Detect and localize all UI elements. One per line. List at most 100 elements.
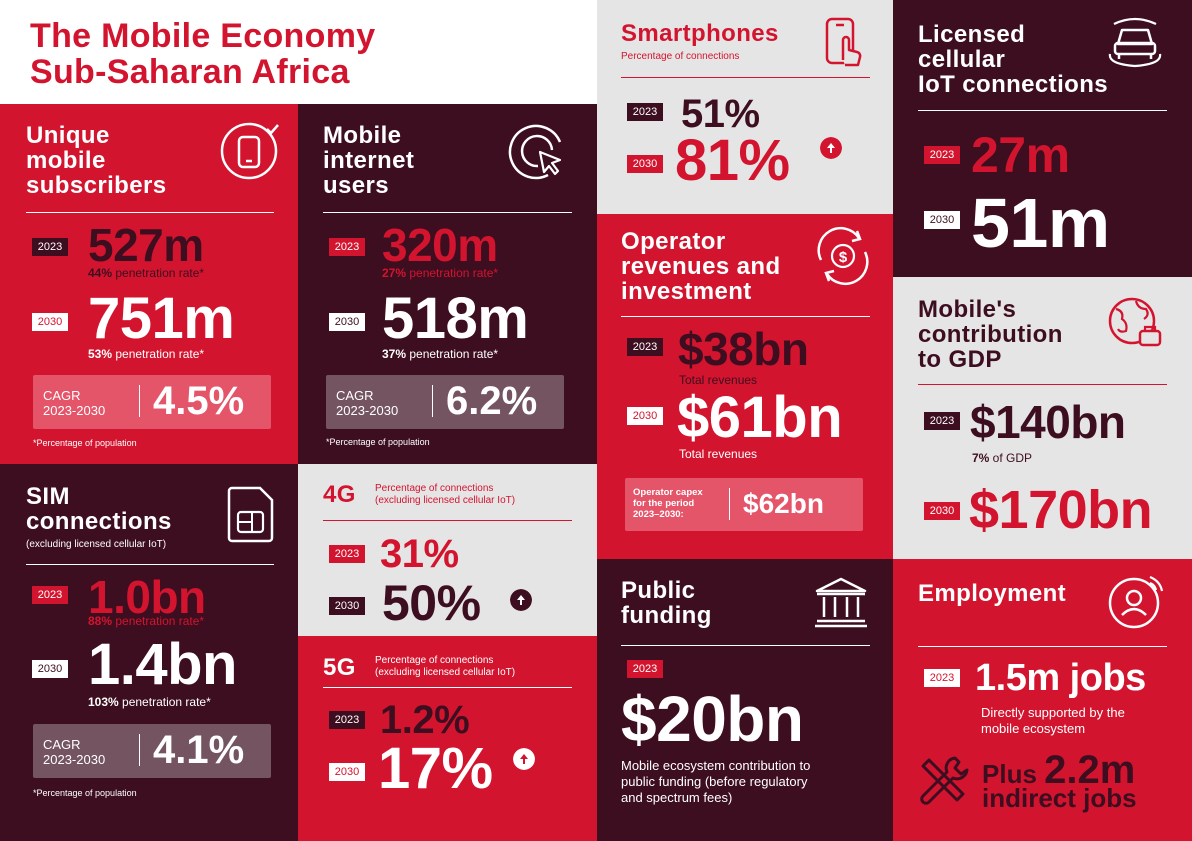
employment-panel: Employment 2023 1.5m jobs Directly suppo…	[893, 559, 1192, 841]
cagr-label-line: 2023-2030	[43, 403, 106, 418]
title-line: SIM	[26, 483, 70, 510]
year-badge: 2030	[32, 660, 68, 678]
penetration-pct: 53%	[88, 347, 113, 361]
title-line: investment	[621, 278, 752, 305]
panel-title: Mobile's contribution to GDP	[918, 297, 1063, 372]
cagr-label: CAGR 2023-2030	[43, 388, 133, 418]
svg-text:$: $	[839, 249, 848, 266]
capex-value: $62bn	[743, 488, 824, 519]
penetration-label: penetration rate*	[112, 614, 205, 628]
title-line: funding	[621, 602, 712, 629]
dollar-cycle-icon: $	[817, 227, 869, 285]
penetration-2023: 27% penetration rate*	[382, 266, 498, 280]
bank-building-icon	[815, 577, 867, 628]
iot-2030-value: 51m	[971, 184, 1110, 262]
year-badge: 2023	[329, 545, 365, 563]
panel-subtitle: Percentage of connections (excluding lic…	[375, 655, 515, 679]
cagr-label-line: CAGR	[43, 388, 81, 403]
up-arrow-icon	[513, 748, 535, 770]
4g-2023-value: 31%	[380, 532, 459, 576]
gdp-2023-value: $140bn	[970, 396, 1126, 448]
revenues-2023-value: $38bn	[678, 323, 809, 375]
title-line: to GDP	[918, 346, 1002, 373]
revenues-2030-label: Total revenues	[679, 447, 758, 461]
cagr-label: CAGR 2023-2030	[43, 737, 133, 767]
description-line: Directly supported by the	[981, 705, 1125, 720]
plus-word: Plus	[982, 759, 1037, 789]
5g-2030-value: 17%	[378, 736, 493, 801]
indirect-jobs-value: 2.2m	[1044, 748, 1136, 792]
title-line: Operator	[621, 228, 726, 255]
cagr-label-line: CAGR	[43, 737, 81, 752]
cagr-value: 6.2%	[446, 379, 538, 423]
cursor-click-icon	[508, 124, 562, 180]
tools-icon	[920, 756, 969, 805]
smartphones-2023-value: 51%	[681, 92, 760, 136]
penetration-label: penetration rate*	[112, 347, 205, 361]
title-line: Unique	[26, 122, 110, 149]
capex-label-line: 2023–2030:	[633, 509, 684, 520]
plus-line: Plus 2.2m	[982, 750, 1135, 790]
panel-title: Smartphones	[621, 20, 779, 47]
employment-jobs-value: 1.5m jobs	[975, 657, 1146, 699]
capex-label-line: for the period	[633, 498, 695, 509]
penetration-2023: 44% penetration rate*	[88, 266, 204, 280]
4g-panel: 4G Percentage of connections (excluding …	[298, 464, 597, 636]
cagr-label-line: 2023-2030	[43, 752, 106, 767]
penetration-pct: 103%	[88, 695, 119, 709]
revenues-2023-label: Total revenues	[679, 373, 758, 387]
panel-subtitle: Percentage of connections (excluding lic…	[375, 483, 515, 507]
title-line: Licensed	[918, 21, 1026, 48]
penetration-2023: 88% penetration rate*	[88, 614, 204, 628]
penetration-pct: 44%	[88, 266, 113, 280]
4g-2030-value: 50%	[382, 575, 481, 631]
gdp-2030-value: $170bn	[969, 480, 1153, 540]
up-arrow-icon	[820, 137, 842, 159]
title-line: Mobile	[323, 122, 402, 149]
gdp-pct: 7%	[972, 451, 990, 465]
person-icon	[1108, 575, 1164, 629]
panel-title: SIM connections	[26, 484, 172, 534]
revenues-panel: Operator revenues and investment $ 2023 …	[597, 214, 893, 559]
panel-title: Licensed cellular IoT connections	[918, 22, 1108, 97]
year-badge: 2023	[924, 669, 960, 687]
penetration-2030: 53% penetration rate*	[88, 347, 204, 361]
capex-box: Operator capex for the period 2023–2030:…	[625, 478, 863, 531]
public-funding-description: Mobile ecosystem contribution to public …	[621, 758, 810, 806]
subtitle-line: (excluding licensed cellular IoT)	[375, 495, 516, 506]
penetration-2030: 103% penetration rate*	[88, 695, 211, 709]
penetration-label: penetration rate*	[406, 347, 499, 361]
public-funding-panel: Public funding 2023 $20bn Mobile ecosyst…	[597, 559, 893, 841]
smartphones-panel: Smartphones Percentage of connections 20…	[597, 0, 893, 214]
cagr-box: CAGR 2023-2030 4.1%	[33, 724, 271, 778]
panel-title: Mobile internet users	[323, 123, 414, 198]
iot-panel: Licensed cellular IoT connections 2023 2…	[893, 0, 1192, 277]
smartphone-tap-icon	[825, 17, 862, 67]
internet-2023-value: 320m	[382, 219, 498, 271]
year-badge: 2030	[924, 211, 960, 229]
year-badge: 2030	[627, 407, 663, 425]
penetration-pct: 88%	[88, 614, 113, 628]
gdp-panel: Mobile's contribution to GDP 2023 $140bn…	[893, 277, 1192, 559]
subtitle-line: (excluding licensed cellular IoT)	[375, 667, 516, 678]
page-title: The Mobile Economy	[30, 17, 376, 55]
capex-label-line: Operator capex	[633, 487, 703, 498]
gdp-percentage: 7% of GDP	[972, 451, 1032, 465]
unique-subscribers-panel: Unique mobile subscribers 2023 527m 44% …	[0, 104, 298, 464]
title-line: users	[323, 172, 390, 199]
title-line: Mobile's	[918, 296, 1017, 323]
subtitle-line: Percentage of connections	[375, 483, 494, 494]
sim-card-icon	[227, 486, 274, 543]
title-line: contribution	[918, 321, 1063, 348]
description-line: Mobile ecosystem contribution to	[621, 758, 811, 773]
year-badge: 2030	[329, 763, 365, 781]
capex-label: Operator capex for the period 2023–2030:	[633, 487, 703, 520]
year-badge: 2030	[32, 313, 68, 331]
year-badge: 2023	[32, 238, 68, 256]
panel-subtitle: (excluding licensed cellular IoT)	[26, 539, 167, 550]
year-badge: 2030	[329, 597, 365, 615]
panel-title: Unique mobile subscribers	[26, 123, 166, 198]
panel-title: Operator revenues and investment	[621, 229, 781, 304]
cagr-value: 4.5%	[153, 379, 245, 423]
year-badge: 2023	[627, 103, 663, 121]
